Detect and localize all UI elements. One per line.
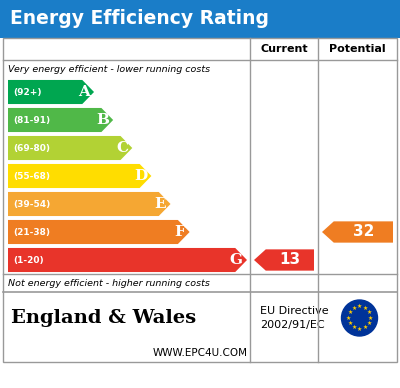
Text: F: F [174,225,186,239]
Text: Current: Current [260,44,308,54]
Text: 32: 32 [353,225,374,239]
Text: ★: ★ [357,304,362,309]
Text: ★: ★ [366,321,372,326]
Text: B: B [96,113,109,127]
Text: (1-20): (1-20) [13,256,44,265]
Text: (69-80): (69-80) [13,144,50,152]
Polygon shape [8,136,132,160]
Circle shape [342,300,378,336]
Text: Energy Efficiency Rating: Energy Efficiency Rating [10,9,269,28]
Bar [0,0,400,38]
Polygon shape [8,248,247,272]
Text: ★: ★ [362,306,368,311]
Polygon shape [254,249,314,271]
Text: ★: ★ [366,310,372,315]
Text: EU Directive
2002/91/EC: EU Directive 2002/91/EC [260,306,329,330]
Text: Not energy efficient - higher running costs: Not energy efficient - higher running co… [8,279,210,288]
Polygon shape [8,220,190,244]
Text: (81-91): (81-91) [13,116,50,125]
Text: ★: ★ [351,306,356,311]
Polygon shape [8,108,113,132]
Text: ★: ★ [351,325,356,330]
Text: ★: ★ [347,321,352,326]
Text: C: C [116,141,128,155]
Text: Potential: Potential [329,44,386,54]
Bar [3,38,397,362]
Text: (92+): (92+) [13,88,42,97]
Polygon shape [8,164,151,188]
Text: ★: ★ [368,315,373,320]
Text: Very energy efficient - lower running costs: Very energy efficient - lower running co… [8,64,210,73]
Text: D: D [134,169,147,183]
Text: (21-38): (21-38) [13,227,50,237]
Polygon shape [322,222,393,242]
Text: ★: ★ [357,327,362,332]
Text: ★: ★ [347,310,352,315]
Text: (39-54): (39-54) [13,199,50,208]
Text: WWW.EPC4U.COM: WWW.EPC4U.COM [152,348,248,358]
Text: A: A [78,85,90,99]
Polygon shape [8,192,170,216]
Text: (55-68): (55-68) [13,171,50,180]
Text: 13: 13 [279,253,300,267]
Text: ★: ★ [346,315,351,320]
Text: G: G [230,253,243,267]
Polygon shape [8,80,94,104]
Text: E: E [155,197,166,211]
Text: ★: ★ [362,325,368,330]
Text: England & Wales: England & Wales [11,309,196,327]
